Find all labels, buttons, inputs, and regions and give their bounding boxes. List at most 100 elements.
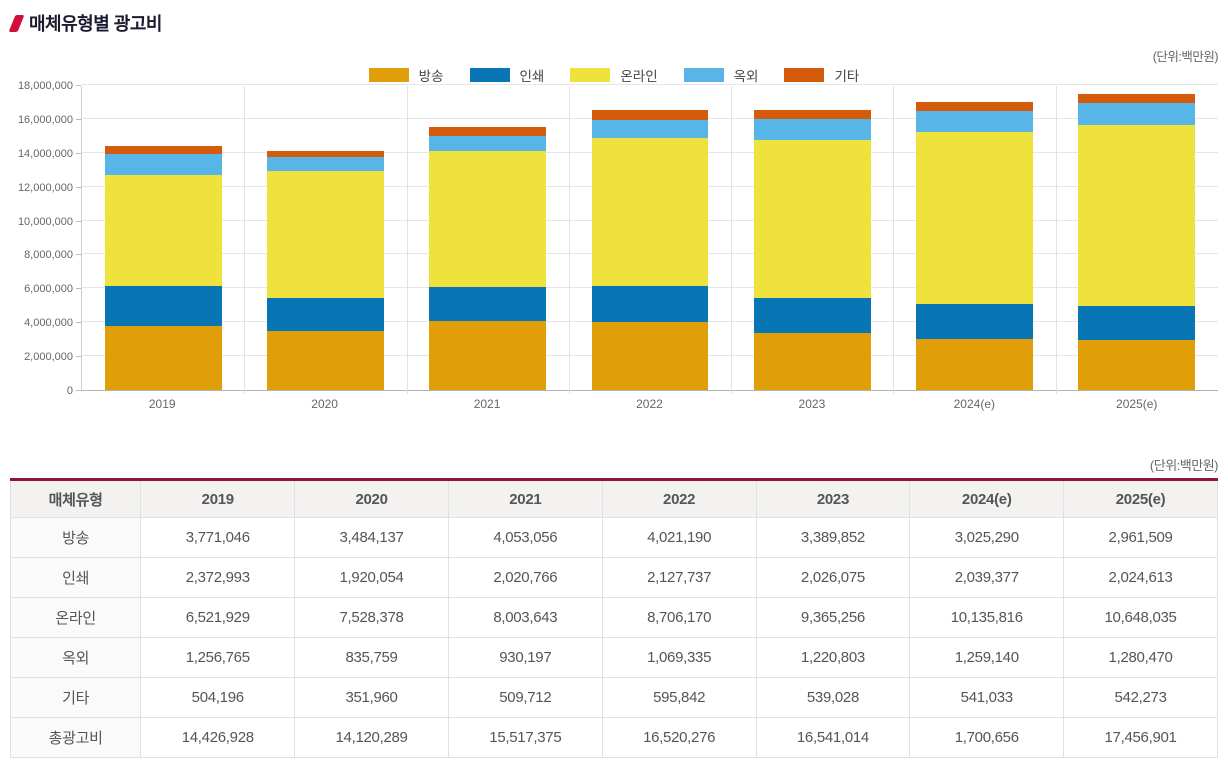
table-value-cell: 835,759 — [294, 637, 449, 678]
table-header-cell: 2019 — [140, 479, 296, 518]
online-swatch-icon — [570, 68, 611, 82]
bar-segment-print[interactable] — [1078, 305, 1196, 340]
bar-segment-print[interactable] — [916, 304, 1033, 339]
table-header-cell: 매체유형 — [9, 479, 142, 518]
table-value-cell: 504,196 — [140, 677, 296, 718]
bar-segment-print[interactable] — [267, 298, 384, 331]
table-value-cell: 1,700,656 — [909, 717, 1065, 758]
legend-item-print[interactable]: 인쇄 — [469, 65, 545, 85]
table-row: 인쇄 2,372,993 1,920,054 2,020,766 2,127,737 2,… — [9, 557, 1218, 598]
page-title-row: 매체유형별 광고비 — [8, 8, 1218, 38]
table-value-cell: 10,648,035 — [1063, 597, 1218, 638]
y-tick-label: 18,000,000 — [17, 80, 73, 92]
legend-item-outdoor[interactable]: 옥외 — [683, 65, 759, 85]
bar-segment-other[interactable] — [104, 145, 222, 155]
bar-segment-outdoor[interactable] — [104, 154, 222, 176]
legend-label: 방송 — [418, 69, 444, 84]
bar-segment-broadcast[interactable] — [916, 338, 1033, 390]
table-value-cell: 16,541,014 — [755, 717, 911, 758]
y-axis: 0 2,000,000 4,000,000 6,000,000 8,000,000 10,… — [10, 80, 81, 397]
table-value-cell: 509,712 — [447, 677, 603, 718]
bar-segment-broadcast[interactable] — [267, 330, 384, 390]
legend-label: 옥외 — [733, 69, 759, 84]
media-ad-spend-table: 매체유형 2019 2020 2021 2022 2023 2024(e) 2025(e) 방… — [9, 478, 1218, 758]
bar-segment-other[interactable] — [1078, 94, 1196, 104]
table-value-cell: 8,706,170 — [601, 597, 757, 638]
bar-segment-print[interactable] — [753, 298, 871, 333]
y-tick-mark — [76, 152, 81, 154]
bar-segment-broadcast[interactable] — [591, 321, 709, 390]
table-value-cell: 595,842 — [601, 677, 757, 718]
bar-segment-print[interactable] — [104, 285, 222, 327]
table-value-cell: 1,259,140 — [909, 637, 1065, 678]
legend-item-broadcast[interactable]: 방송 — [368, 65, 444, 85]
bar-segment-online[interactable] — [104, 175, 222, 286]
x-axis-label: 2024(e) — [953, 397, 995, 411]
table-row: 기타 504,196 351,960 509,712 595,842 539,028 541… — [9, 677, 1218, 718]
bar-segment-outdoor[interactable] — [1078, 103, 1196, 126]
media-ad-spend-chart: 방송 인쇄 온라인 옥외 기타 0 2,000,000 4,000,000 6,000,000… — [10, 64, 1218, 411]
stacked-bar-2022 — [591, 110, 709, 390]
bar-segment-other[interactable] — [916, 101, 1033, 112]
broadcast-swatch-icon — [368, 68, 409, 82]
bar-segment-other[interactable] — [753, 109, 871, 119]
bar-segment-broadcast[interactable] — [429, 321, 547, 390]
plot-row: 0 2,000,000 4,000,000 6,000,000 8,000,000 10,… — [10, 80, 1218, 397]
stacked-bar-2024(e) — [916, 101, 1033, 390]
y-tick-mark — [76, 118, 81, 120]
legend-label: 인쇄 — [519, 69, 545, 84]
row-label-cell: 인쇄 — [9, 557, 142, 598]
legend-item-online[interactable]: 온라인 — [570, 65, 658, 85]
table-value-cell: 2,026,075 — [755, 557, 911, 598]
y-tick-label: 8,000,000 — [24, 249, 73, 262]
bar-segment-online[interactable] — [1078, 125, 1196, 306]
x-axis-label: 2021 — [473, 397, 501, 411]
table-value-cell: 2,020,766 — [447, 557, 603, 598]
bar-segment-outdoor[interactable] — [916, 111, 1033, 133]
x-axis: 2019 2020 2021 2022 2023 2024(e) 2025(e) — [10, 397, 1218, 411]
bar-segment-broadcast[interactable] — [1078, 339, 1196, 390]
stacked-bar-2023 — [753, 109, 871, 390]
bar-segment-online[interactable] — [429, 151, 547, 288]
table-header-cell: 2022 — [601, 479, 757, 518]
bar-segment-outdoor[interactable] — [591, 120, 709, 139]
table-value-cell: 1,280,470 — [1063, 637, 1218, 678]
y-tick-mark — [76, 322, 81, 324]
outdoor-swatch-icon — [683, 68, 724, 82]
bar-segment-online[interactable] — [267, 170, 384, 299]
y-tick-mark — [76, 390, 81, 391]
bar-segment-print[interactable] — [429, 287, 547, 322]
table-row: 총광고비 14,426,928 14,120,289 15,517,375 16,520… — [9, 717, 1218, 758]
y-tick-label: 0 — [66, 385, 73, 397]
table-unit-label: (단위:백만원) — [1149, 458, 1219, 473]
page-title: 매체유형별 광고비 — [29, 14, 162, 34]
bar-segment-outdoor[interactable] — [267, 156, 384, 171]
table-value-cell: 15,517,375 — [447, 717, 603, 758]
x-axis-label: 2022 — [636, 397, 663, 411]
table-value-cell: 16,520,276 — [601, 717, 757, 758]
title-slash-icon — [8, 14, 25, 32]
bar-segment-broadcast[interactable] — [753, 332, 871, 390]
legend-label: 기타 — [834, 69, 860, 84]
y-tick-label: 6,000,000 — [24, 283, 73, 296]
table-row: 방송 3,771,046 3,484,137 4,053,056 4,021,190 3,… — [9, 517, 1218, 558]
bar-segment-other[interactable] — [267, 150, 384, 157]
bar-segment-online[interactable] — [591, 138, 709, 286]
x-axis-label: 2023 — [798, 397, 826, 411]
bar-segment-outdoor[interactable] — [429, 135, 547, 152]
row-label-cell: 옥외 — [9, 637, 142, 678]
table-value-cell: 3,484,137 — [294, 517, 449, 558]
table-value-cell: 1,256,765 — [140, 637, 296, 678]
category-separator — [1055, 86, 1057, 394]
bar-segment-print[interactable] — [591, 285, 709, 322]
gridline — [82, 84, 1218, 85]
legend-item-other[interactable]: 기타 — [784, 65, 859, 85]
bar-segment-online[interactable] — [753, 139, 871, 299]
bar-segment-outdoor[interactable] — [753, 118, 871, 140]
bar-segment-other[interactable] — [429, 127, 547, 136]
bar-segment-broadcast[interactable] — [104, 326, 222, 390]
y-tick-label: 16,000,000 — [17, 113, 73, 126]
table-value-cell: 2,024,613 — [1063, 557, 1218, 598]
bar-segment-online[interactable] — [916, 132, 1033, 305]
bar-segment-other[interactable] — [591, 110, 709, 121]
